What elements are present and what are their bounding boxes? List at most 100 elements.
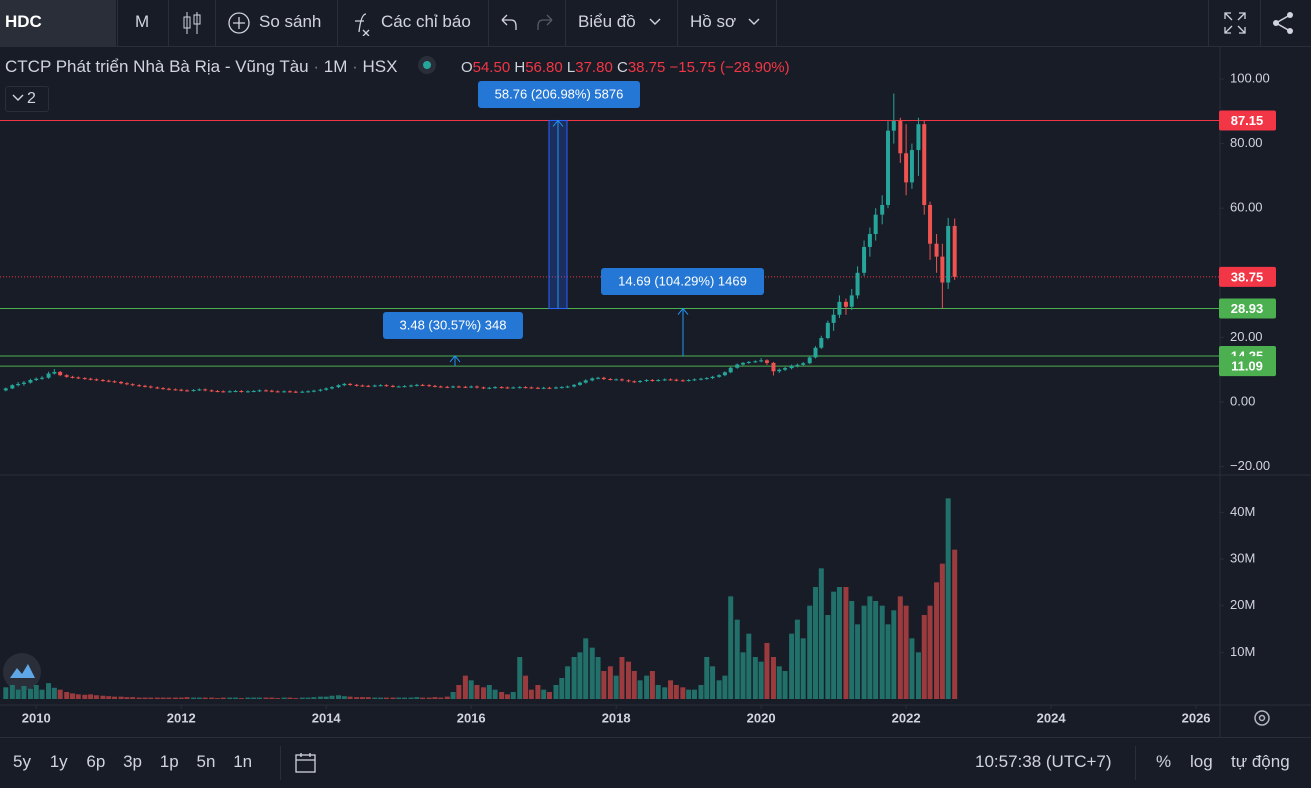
volume-bar [450, 692, 456, 699]
icon-path [1224, 12, 1246, 34]
icon-path [1274, 14, 1291, 32]
chart-menu[interactable]: Biểu đồ [578, 12, 636, 31]
undo-redo[interactable] [498, 12, 558, 34]
compare-icon[interactable] [227, 11, 251, 35]
candle-body [843, 301, 848, 307]
candles-icon[interactable] [180, 10, 204, 36]
logo[interactable] [3, 653, 41, 691]
indicators-button[interactable]: Các chỉ báo [381, 12, 471, 31]
candle-body [946, 225, 951, 283]
volume-bar [903, 605, 909, 699]
range-button[interactable]: 1p [159, 752, 179, 771]
candle-body [940, 256, 945, 283]
candle-body [142, 385, 147, 387]
range-button[interactable]: 5n [196, 752, 216, 771]
chevron [748, 18, 760, 25]
volume-bar [438, 697, 444, 699]
symbol-name: CTCP Phát triển Nhà Bà Rịa - Vũng Tàu [5, 57, 309, 76]
volume-bar [118, 696, 124, 699]
candle-body [366, 385, 371, 387]
candle-body [275, 391, 280, 393]
indicator-toggle[interactable]: 2 [5, 86, 49, 112]
candle-body [873, 214, 878, 235]
chevron-path [12, 94, 24, 101]
range-button[interactable]: 1n [233, 752, 253, 771]
settings-icon[interactable] [1254, 710, 1270, 726]
y-tick-label: −20.00 [1230, 458, 1270, 473]
symbol-box[interactable] [0, 0, 116, 46]
range-button[interactable]: 5y [13, 752, 31, 771]
candle-body [499, 387, 504, 389]
volume-bar [299, 697, 305, 699]
candle-body [801, 363, 806, 365]
candle-body [227, 391, 232, 393]
volume-bar [909, 638, 915, 699]
symbol[interactable]: HDC [5, 12, 42, 31]
auto-toggle[interactable]: tự động [1231, 752, 1290, 771]
volume-tick-label: 40M [1230, 504, 1255, 519]
volume-bar [782, 671, 788, 699]
volume-bar [807, 605, 813, 699]
compare-button[interactable]: So sánh [259, 12, 322, 31]
profile-menu[interactable]: Hồ sơ [690, 12, 737, 31]
candle-body [137, 385, 142, 387]
candle-body [427, 385, 432, 387]
candle-body [626, 380, 631, 382]
candle-body [535, 387, 540, 389]
candle-body [638, 381, 643, 383]
candle-body [390, 385, 395, 387]
interval-button[interactable]: M [135, 12, 150, 31]
candle-body [559, 387, 564, 389]
volume-bar [710, 666, 716, 699]
candle-body [16, 383, 21, 386]
range-button[interactable]: 6p [86, 752, 106, 771]
range-button[interactable]: 3p [123, 752, 143, 771]
volume-bar [873, 601, 879, 699]
candle-body [553, 387, 558, 389]
volume-bar [15, 689, 21, 699]
fullscreen-icon[interactable] [1222, 10, 1248, 36]
log-toggle[interactable]: log [1190, 752, 1213, 771]
volume-bar [836, 587, 842, 699]
volume-bar [861, 605, 867, 699]
y-tick-label: 20.00 [1230, 329, 1263, 344]
volume-bar [843, 587, 849, 699]
volume-bar [269, 697, 275, 699]
x-tick-label: 2024 [1037, 710, 1067, 725]
separator [337, 0, 338, 46]
volume-bar [734, 619, 740, 699]
candle-body [414, 384, 419, 386]
volume-bar [27, 688, 33, 699]
volume-bar [625, 661, 631, 699]
volume-bar [245, 697, 251, 699]
candle-body [420, 384, 425, 386]
candle-body [197, 389, 202, 391]
range-button[interactable]: 1y [49, 752, 68, 771]
volume-bar [619, 657, 625, 699]
candle-body [583, 380, 588, 383]
volume-bar [673, 685, 679, 699]
volume-bar [885, 624, 891, 699]
chevron [12, 94, 24, 101]
volume-bar [214, 698, 220, 699]
candle-body [891, 120, 896, 131]
candle-body [590, 378, 595, 381]
percent-toggle[interactable]: % [1156, 752, 1172, 771]
volume-bar [293, 698, 299, 699]
indicators-icon[interactable] [349, 10, 373, 36]
volume-bar [130, 697, 136, 699]
ohlc-label: O [460, 59, 473, 76]
candle-body [451, 386, 456, 388]
volume-bar [698, 685, 704, 699]
candle-body [409, 385, 414, 387]
volume-bar [565, 666, 571, 699]
candle-body [698, 378, 703, 380]
candle-body [547, 387, 552, 389]
price-label: 87.15 [1231, 113, 1264, 128]
y-tick-label: 0.00 [1230, 393, 1255, 408]
share-icon[interactable] [1270, 10, 1296, 36]
volume-bar [106, 696, 112, 699]
candle-body [746, 361, 751, 363]
date-range-icon[interactable] [294, 751, 318, 775]
